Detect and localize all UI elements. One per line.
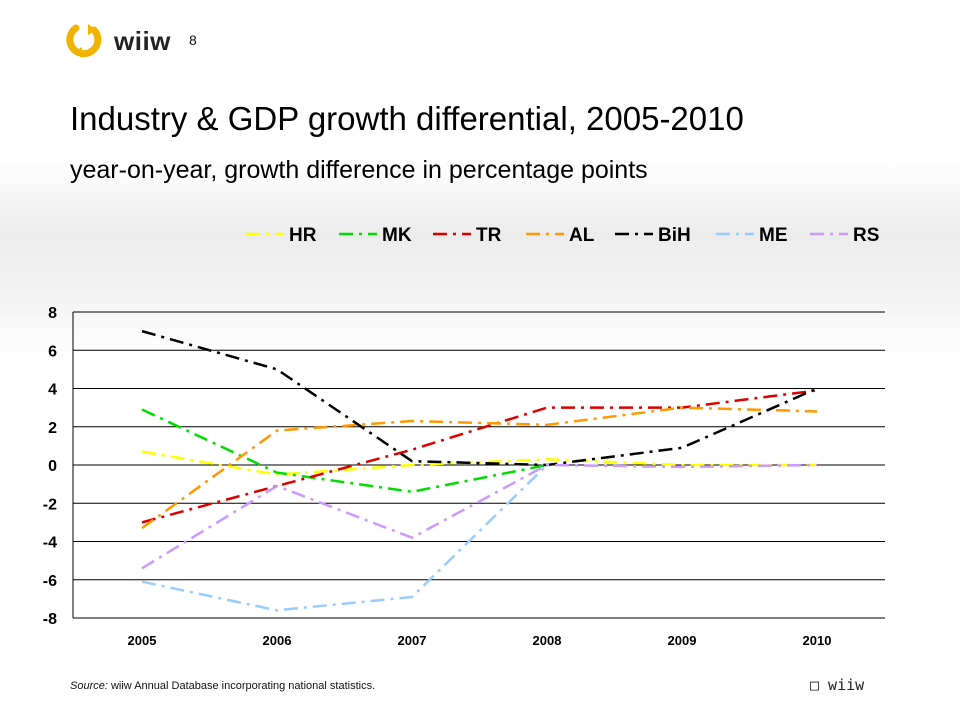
legend-label-al: AL <box>569 225 595 246</box>
x-tick-label: 2007 <box>398 633 427 648</box>
chart-title: Industry & GDP growth differential, 2005… <box>70 100 744 137</box>
wiiw-logo-icon <box>66 24 102 58</box>
y-tick-label: 0 <box>48 458 57 475</box>
y-tick-label: 2 <box>48 420 57 437</box>
series-line-bih <box>141 329 818 467</box>
y-tick-label: 8 <box>48 305 57 322</box>
y-tick-label: -4 <box>43 535 57 552</box>
series-line-hr <box>141 450 817 476</box>
x-tick-label: 2006 <box>263 633 292 648</box>
y-tick-label: 4 <box>48 382 57 399</box>
series-line-al <box>141 406 818 530</box>
x-tick-label: 2010 <box>803 633 832 648</box>
source-prefix: Source: <box>70 680 108 692</box>
legend-label-mk: MK <box>382 225 412 246</box>
series-line-tr <box>141 389 818 524</box>
legend-label-bih: BiH <box>658 225 691 246</box>
legend-label-me: ME <box>759 225 788 246</box>
legend-label-hr: HR <box>289 225 317 246</box>
series-line-mk <box>141 408 548 494</box>
wiiw-logo: wiiw <box>64 20 204 64</box>
source-text: wiiw Annual Database incorporating natio… <box>107 680 376 692</box>
x-tick-label: 2008 <box>533 633 562 648</box>
footer-logo: □ wiiw <box>810 676 864 694</box>
page-number: 8 <box>189 32 197 48</box>
legend-label-rs: RS <box>853 225 879 246</box>
y-tick-label: -2 <box>43 496 57 513</box>
logo-text: wiiw <box>114 26 171 56</box>
footer-logo-text: wiiw <box>819 676 865 694</box>
y-tick-label: -8 <box>43 611 57 628</box>
series-line-rs <box>141 463 818 570</box>
legend-label-tr: TR <box>476 225 502 246</box>
y-tick-label: -6 <box>43 573 57 590</box>
series-line-me <box>141 464 548 612</box>
chart-subtitle: year-on-year, growth difference in perce… <box>70 156 648 184</box>
y-tick-label: 6 <box>48 343 57 360</box>
source-note: Source: wiiw Annual Database incorporati… <box>70 680 375 692</box>
copyright-icon: □ <box>810 676 820 694</box>
x-tick-label: 2005 <box>128 633 157 648</box>
x-tick-label: 2009 <box>668 633 697 648</box>
